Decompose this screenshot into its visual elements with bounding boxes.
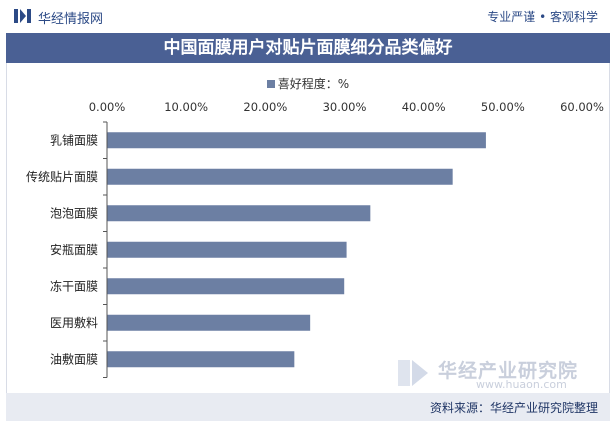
x-tick-label: 40.00% [402, 100, 446, 114]
bar [107, 241, 347, 258]
category-label: 泡泡面膜 [50, 206, 98, 220]
chart-legend: 喜好程度：% [0, 75, 616, 92]
x-tick-label: 0.00% [89, 100, 126, 114]
category-label: 传统贴片面膜 [26, 169, 98, 184]
source-note: 资料来源：华经产业研究院整理 [429, 401, 598, 415]
category-label: 乳铺面膜 [50, 133, 98, 147]
bar [107, 278, 345, 295]
x-tick-label: 10.00% [164, 100, 208, 114]
bar [107, 168, 453, 185]
watermark-logo-icon [398, 360, 428, 386]
category-label: 安瓶面膜 [50, 242, 98, 257]
bar [107, 351, 295, 368]
bar [107, 314, 311, 331]
legend-label: 喜好程度：% [277, 77, 350, 91]
x-tick-label: 60.00% [560, 100, 604, 114]
watermark-name: 华经产业研究院 [438, 360, 579, 382]
legend-swatch [266, 80, 275, 88]
x-tick-label: 50.00% [481, 100, 525, 114]
footer: 资料来源：华经产业研究院整理 [6, 393, 610, 421]
title-band: 中国面膜用户对贴片面膜细分品类偏好 [6, 33, 610, 63]
category-label: 医用敷料 [50, 315, 98, 330]
watermark-url: www.huaon.com [476, 378, 567, 391]
x-tick-label: 20.00% [243, 100, 287, 114]
category-label: 冻干面膜 [50, 278, 98, 293]
brand-logo-icon [14, 9, 31, 23]
chart-title: 中国面膜用户对贴片面膜细分品类偏好 [163, 38, 453, 58]
top-bar: 华经情报网 专业严谨 • 客观科学 [0, 0, 616, 32]
x-tick-label: 30.00% [323, 100, 367, 114]
brand-name: 华经情报网 [38, 12, 104, 27]
slogan: 专业严谨 • 客观科学 [487, 10, 598, 24]
category-label: 油敷面膜 [50, 351, 98, 366]
bar [107, 132, 486, 149]
chart-frame [6, 63, 610, 393]
bar [107, 205, 371, 222]
